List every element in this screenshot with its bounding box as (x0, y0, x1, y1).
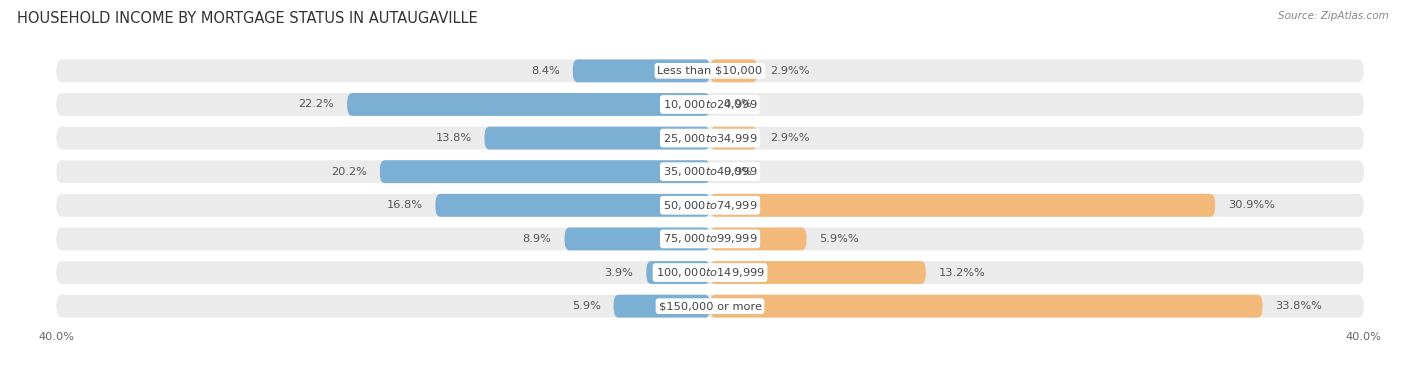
Text: 8.4%: 8.4% (531, 66, 560, 76)
FancyBboxPatch shape (710, 60, 758, 82)
FancyBboxPatch shape (647, 261, 710, 284)
FancyBboxPatch shape (565, 227, 710, 250)
Text: 2.9%%: 2.9%% (770, 66, 810, 76)
Text: 0.0%: 0.0% (723, 167, 752, 177)
Text: $75,000 to $99,999: $75,000 to $99,999 (662, 232, 758, 245)
Text: 2.9%%: 2.9%% (770, 133, 810, 143)
FancyBboxPatch shape (485, 127, 710, 150)
FancyBboxPatch shape (347, 93, 710, 116)
Text: 22.2%: 22.2% (298, 100, 335, 109)
Text: Less than $10,000: Less than $10,000 (658, 66, 762, 76)
Text: 13.8%: 13.8% (436, 133, 471, 143)
Text: 33.8%%: 33.8%% (1275, 301, 1323, 311)
FancyBboxPatch shape (710, 227, 807, 250)
FancyBboxPatch shape (56, 93, 1364, 116)
Text: $10,000 to $24,999: $10,000 to $24,999 (662, 98, 758, 111)
FancyBboxPatch shape (56, 295, 1364, 317)
FancyBboxPatch shape (56, 227, 1364, 250)
FancyBboxPatch shape (572, 60, 710, 82)
Text: 30.9%%: 30.9%% (1229, 200, 1275, 210)
Text: 5.9%: 5.9% (572, 301, 600, 311)
Text: $150,000 or more: $150,000 or more (658, 301, 762, 311)
FancyBboxPatch shape (710, 295, 1263, 317)
FancyBboxPatch shape (56, 261, 1364, 284)
Text: 16.8%: 16.8% (387, 200, 422, 210)
FancyBboxPatch shape (380, 160, 710, 183)
Text: Source: ZipAtlas.com: Source: ZipAtlas.com (1278, 11, 1389, 21)
FancyBboxPatch shape (56, 60, 1364, 82)
FancyBboxPatch shape (710, 194, 1215, 217)
Text: $100,000 to $149,999: $100,000 to $149,999 (655, 266, 765, 279)
FancyBboxPatch shape (56, 194, 1364, 217)
FancyBboxPatch shape (710, 261, 925, 284)
FancyBboxPatch shape (613, 295, 710, 317)
Text: 20.2%: 20.2% (330, 167, 367, 177)
FancyBboxPatch shape (56, 127, 1364, 150)
Text: 8.9%: 8.9% (523, 234, 551, 244)
Text: $25,000 to $34,999: $25,000 to $34,999 (662, 132, 758, 145)
Text: 5.9%%: 5.9%% (820, 234, 859, 244)
Text: 0.0%: 0.0% (723, 100, 752, 109)
FancyBboxPatch shape (436, 194, 710, 217)
Text: 3.9%: 3.9% (605, 268, 633, 277)
FancyBboxPatch shape (56, 160, 1364, 183)
Text: $35,000 to $49,999: $35,000 to $49,999 (662, 165, 758, 178)
FancyBboxPatch shape (710, 127, 758, 150)
Text: $50,000 to $74,999: $50,000 to $74,999 (662, 199, 758, 212)
Text: HOUSEHOLD INCOME BY MORTGAGE STATUS IN AUTAUGAVILLE: HOUSEHOLD INCOME BY MORTGAGE STATUS IN A… (17, 11, 478, 26)
Text: 13.2%%: 13.2%% (939, 268, 986, 277)
